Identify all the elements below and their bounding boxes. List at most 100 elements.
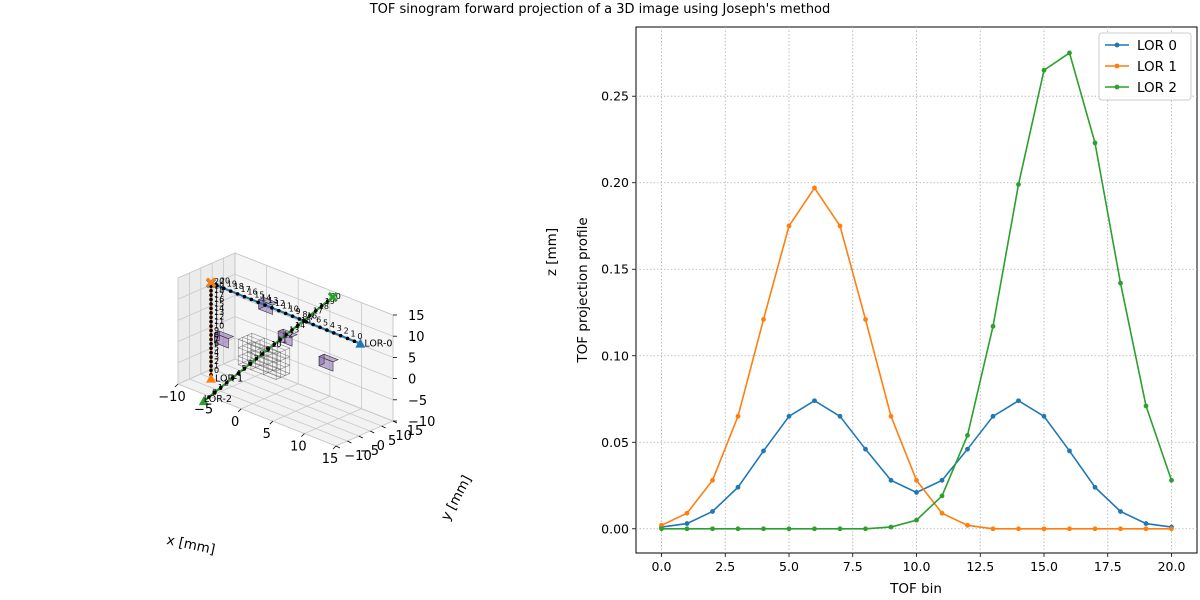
tof-bin-point (213, 390, 217, 395)
tof-bin-label: 8 (214, 330, 219, 339)
highlighted-voxel-face (318, 353, 325, 367)
tof-bin-label: 20 (214, 277, 224, 286)
tof-bin-label: 11 (282, 302, 292, 311)
tof-bin-label: 7 (214, 335, 219, 344)
data-point (965, 432, 970, 438)
data-point (1041, 526, 1047, 532)
tof-bin-point (249, 297, 254, 302)
figure-title: TOF sinogram forward projection of a 3D … (369, 2, 831, 17)
tof-bin-label: 19 (227, 279, 237, 288)
tof-bin-label: 0 (214, 366, 219, 375)
tof-bin-point (308, 313, 312, 318)
y-tick (370, 430, 375, 434)
voxel-edge (238, 358, 252, 365)
pane-gridline (212, 368, 371, 432)
data-point (710, 526, 715, 532)
tof-bin-point (338, 333, 343, 338)
tof-bin-point (209, 333, 213, 337)
tof-bin-point (302, 318, 306, 323)
voxel-edge (242, 353, 281, 370)
x-tick-label: 17.5 (1094, 559, 1122, 574)
data-point (812, 398, 817, 404)
data-point (1067, 526, 1072, 532)
legend-marker (1114, 63, 1120, 69)
tof-bin-point (297, 317, 302, 321)
tof-bin-point (236, 371, 241, 375)
x-tick (206, 396, 210, 400)
tof-bin-label: 6 (214, 339, 219, 348)
data-point (1016, 182, 1021, 187)
tof-bin-label: 7 (309, 313, 314, 322)
data-point (812, 526, 817, 532)
tof-bin-point (209, 319, 213, 324)
data-point (1118, 280, 1123, 286)
pane-gridline (209, 371, 267, 397)
y-tick-label: −5 (360, 444, 379, 459)
y-tick-label: 0.15 (601, 262, 629, 277)
voxel-edge (276, 373, 290, 380)
data-point (837, 526, 843, 532)
voxel-edge (276, 364, 290, 372)
pane-gridline (177, 358, 236, 385)
lor-end-marker (327, 291, 338, 303)
tof-bin-point (209, 342, 213, 346)
data-point (1143, 521, 1149, 526)
tof-bin-point (215, 283, 219, 288)
data-point (1169, 526, 1174, 532)
lor-label: LOR-1 (215, 374, 243, 385)
tof-bin-point (345, 336, 350, 341)
tof-bin-point (209, 315, 213, 320)
y-tick-label: 0.20 (601, 175, 629, 190)
tof-bin-point (228, 289, 233, 293)
x-tick-label: 7.5 (843, 559, 863, 574)
data-point (965, 446, 970, 452)
tof-bin-label: 9 (296, 307, 301, 316)
data-point (914, 517, 919, 523)
data-point (710, 509, 715, 514)
x-tick (174, 383, 179, 388)
tof-bin-point (242, 294, 247, 299)
tof-bin-label: 3 (337, 324, 342, 333)
data-point (761, 526, 766, 532)
y-tick-label: 0 (377, 439, 385, 454)
legend-label: LOR 2 (1137, 80, 1177, 96)
x-tick-label: 12.5 (966, 559, 994, 574)
x-tick-label: −5 (194, 402, 213, 417)
z-tick-label: 10 (408, 330, 425, 345)
chart-series (659, 50, 1174, 532)
data-point (990, 526, 996, 532)
tof-bin-point (209, 328, 213, 333)
pane-gridline (177, 316, 236, 342)
z-axis-label: z [mm] (544, 228, 560, 276)
data-point (1143, 403, 1149, 409)
pane-gridline (234, 273, 394, 337)
pane-gridline (234, 358, 394, 422)
tof-bin-point (235, 292, 240, 296)
y-tick (358, 435, 363, 439)
tof-bin-point (260, 352, 265, 356)
tof-bin-label: 8 (302, 310, 307, 319)
x-tick (301, 433, 305, 437)
pane-gridline (177, 273, 236, 300)
tof-bin-label: 14 (261, 293, 271, 302)
data-point (735, 526, 741, 532)
data-point (888, 524, 894, 530)
data-point (990, 323, 996, 329)
legend-marker (1114, 84, 1120, 90)
x-tick-label: 15.0 (1030, 559, 1058, 574)
x-tick (269, 420, 274, 425)
tof-bin-point (263, 303, 267, 307)
lor-start-marker (206, 373, 217, 383)
tof-bin-label: 16 (214, 295, 224, 304)
y-tick (347, 440, 352, 444)
data-point (965, 522, 970, 528)
tof-bin-label: 4 (330, 321, 335, 330)
x-tick-label: 10 (290, 440, 307, 455)
tof-bin-label: 2 (344, 327, 349, 336)
tof-bin-point (283, 311, 288, 316)
data-point (1041, 67, 1047, 73)
data-point (812, 185, 817, 191)
y-tick-label: 0.10 (601, 348, 629, 363)
data-point (1016, 526, 1021, 532)
